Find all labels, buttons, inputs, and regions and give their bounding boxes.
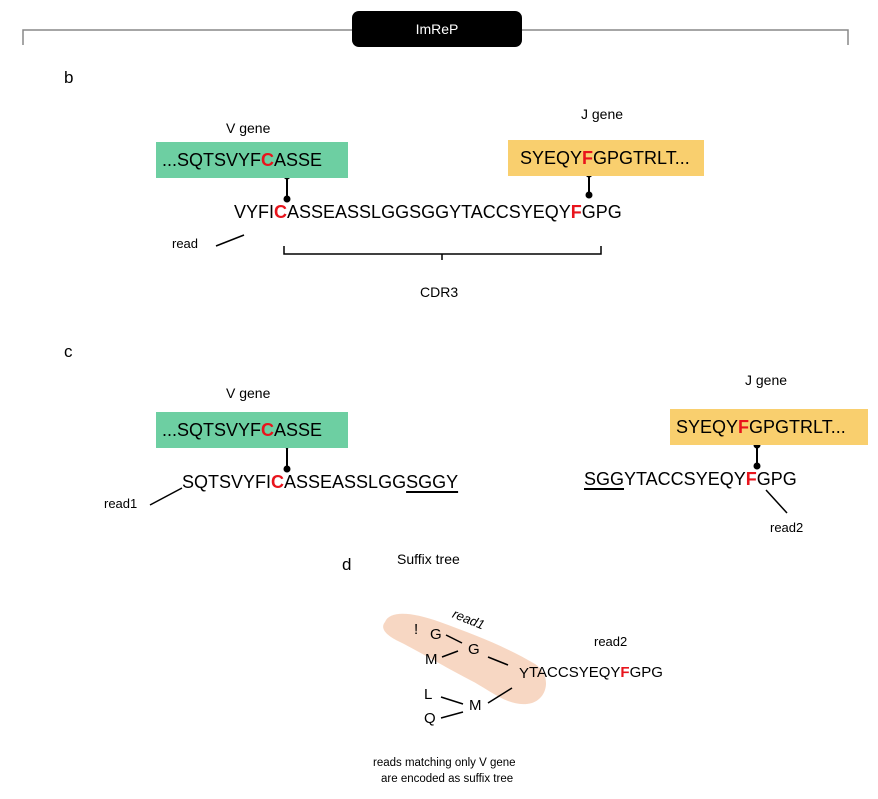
tree-read2-pre: TACCSYEQY <box>529 664 621 681</box>
read1-seq-pre: SQTSVYFI <box>182 472 272 492</box>
tree-node-bang: ! <box>414 621 419 638</box>
tree-node-q: Q <box>424 710 436 727</box>
j-seq-post: GPGTRLT... <box>749 417 846 437</box>
tree-node-g1: G <box>430 626 442 643</box>
read2-seq-mid: YTACCSYEQY <box>624 469 746 489</box>
j-seq-mark: F <box>582 148 594 168</box>
read2-seq-mark: F <box>745 469 757 489</box>
v-seq-pre: ...SQTSVYF <box>162 420 262 440</box>
panel-b-v-label: V gene <box>226 120 271 136</box>
tree-node-l: L <box>424 686 433 703</box>
panel-b-letter: b <box>64 68 74 87</box>
panel-c-read1-label: read1 <box>104 496 138 511</box>
read-seq-mark1: C <box>274 202 288 222</box>
v-seq-post: ASSE <box>274 150 323 170</box>
panel-c-v-label: V gene <box>226 385 271 401</box>
panel-c-read2-label: read2 <box>770 520 804 535</box>
suffix-tree-caption-2: are encoded as suffix tree <box>381 773 514 785</box>
panel-b-j-label: J gene <box>581 106 624 122</box>
tree-read2-mark: F <box>620 664 630 681</box>
tree-node-y: Y <box>519 665 530 682</box>
read-seq-mid: ASSEASSLGGSGGYTACCSYEQY <box>287 202 571 222</box>
panel-b-v-gene-seq: ...SQTSVYFCASSE <box>156 142 348 178</box>
panel-d-letter: d <box>342 555 352 574</box>
tree-node-m1: M <box>425 651 438 668</box>
tree-node-m2: M <box>469 697 482 714</box>
suffix-tree-title: Suffix tree <box>397 551 460 567</box>
read-seq-post: GPG <box>581 202 622 222</box>
read1-seq-underlined: SGGY <box>406 472 459 492</box>
panel-c-letter: c <box>64 342 73 361</box>
v-seq-mark: C <box>261 150 275 170</box>
suffix-tree-read2-seq: TACCSYEQYFGPG <box>529 664 663 681</box>
read-seq-pre: VYFI <box>234 202 275 222</box>
v-seq-post: ASSE <box>274 420 323 440</box>
j-seq-pre: SYEQY <box>520 148 583 168</box>
read1-seq-mid: ASSEASSLGG <box>284 472 407 492</box>
tree-node-g2: G <box>468 641 480 658</box>
panel-c-read2-seq: SGGYTACCSYEQYFGPG <box>584 469 797 490</box>
panel-b-j-gene-seq: SYEQYFGPGTRLT... <box>508 140 704 176</box>
panel-c-read1-seq: SQTSVYFICASSEASSLGGSGGY <box>182 472 458 493</box>
panel-c-j-gene-seq: SYEQYFGPGTRLT... <box>670 409 868 445</box>
j-seq-pre: SYEQY <box>676 417 739 437</box>
read2-seq-post: GPG <box>756 469 797 489</box>
j-seq-post: GPGTRLT... <box>593 148 690 168</box>
panel-c-v-gene-seq: ...SQTSVYFCASSE <box>156 412 348 448</box>
suffix-tree-read2-label: read2 <box>594 634 628 649</box>
cdr3-label: CDR3 <box>420 284 459 300</box>
v-seq-mark: C <box>261 420 275 440</box>
panel-b-read-seq: VYFICASSEASSLGGSGGYTACCSYEQYFGPG <box>234 202 622 223</box>
v-seq-pre: ...SQTSVYF <box>162 150 262 170</box>
read2-seq-underlined: SGG <box>584 469 625 489</box>
panel-c-j-label: J gene <box>745 372 788 388</box>
panel-b-read-label: read <box>172 236 199 251</box>
read-seq-mark2: F <box>570 202 582 222</box>
read1-seq-mark: C <box>271 472 285 492</box>
header-title: ImReP <box>352 11 522 47</box>
tree-read2-post: GPG <box>629 664 663 681</box>
suffix-tree-caption-1: reads matching only V gene <box>373 757 516 769</box>
j-seq-mark: F <box>738 417 750 437</box>
